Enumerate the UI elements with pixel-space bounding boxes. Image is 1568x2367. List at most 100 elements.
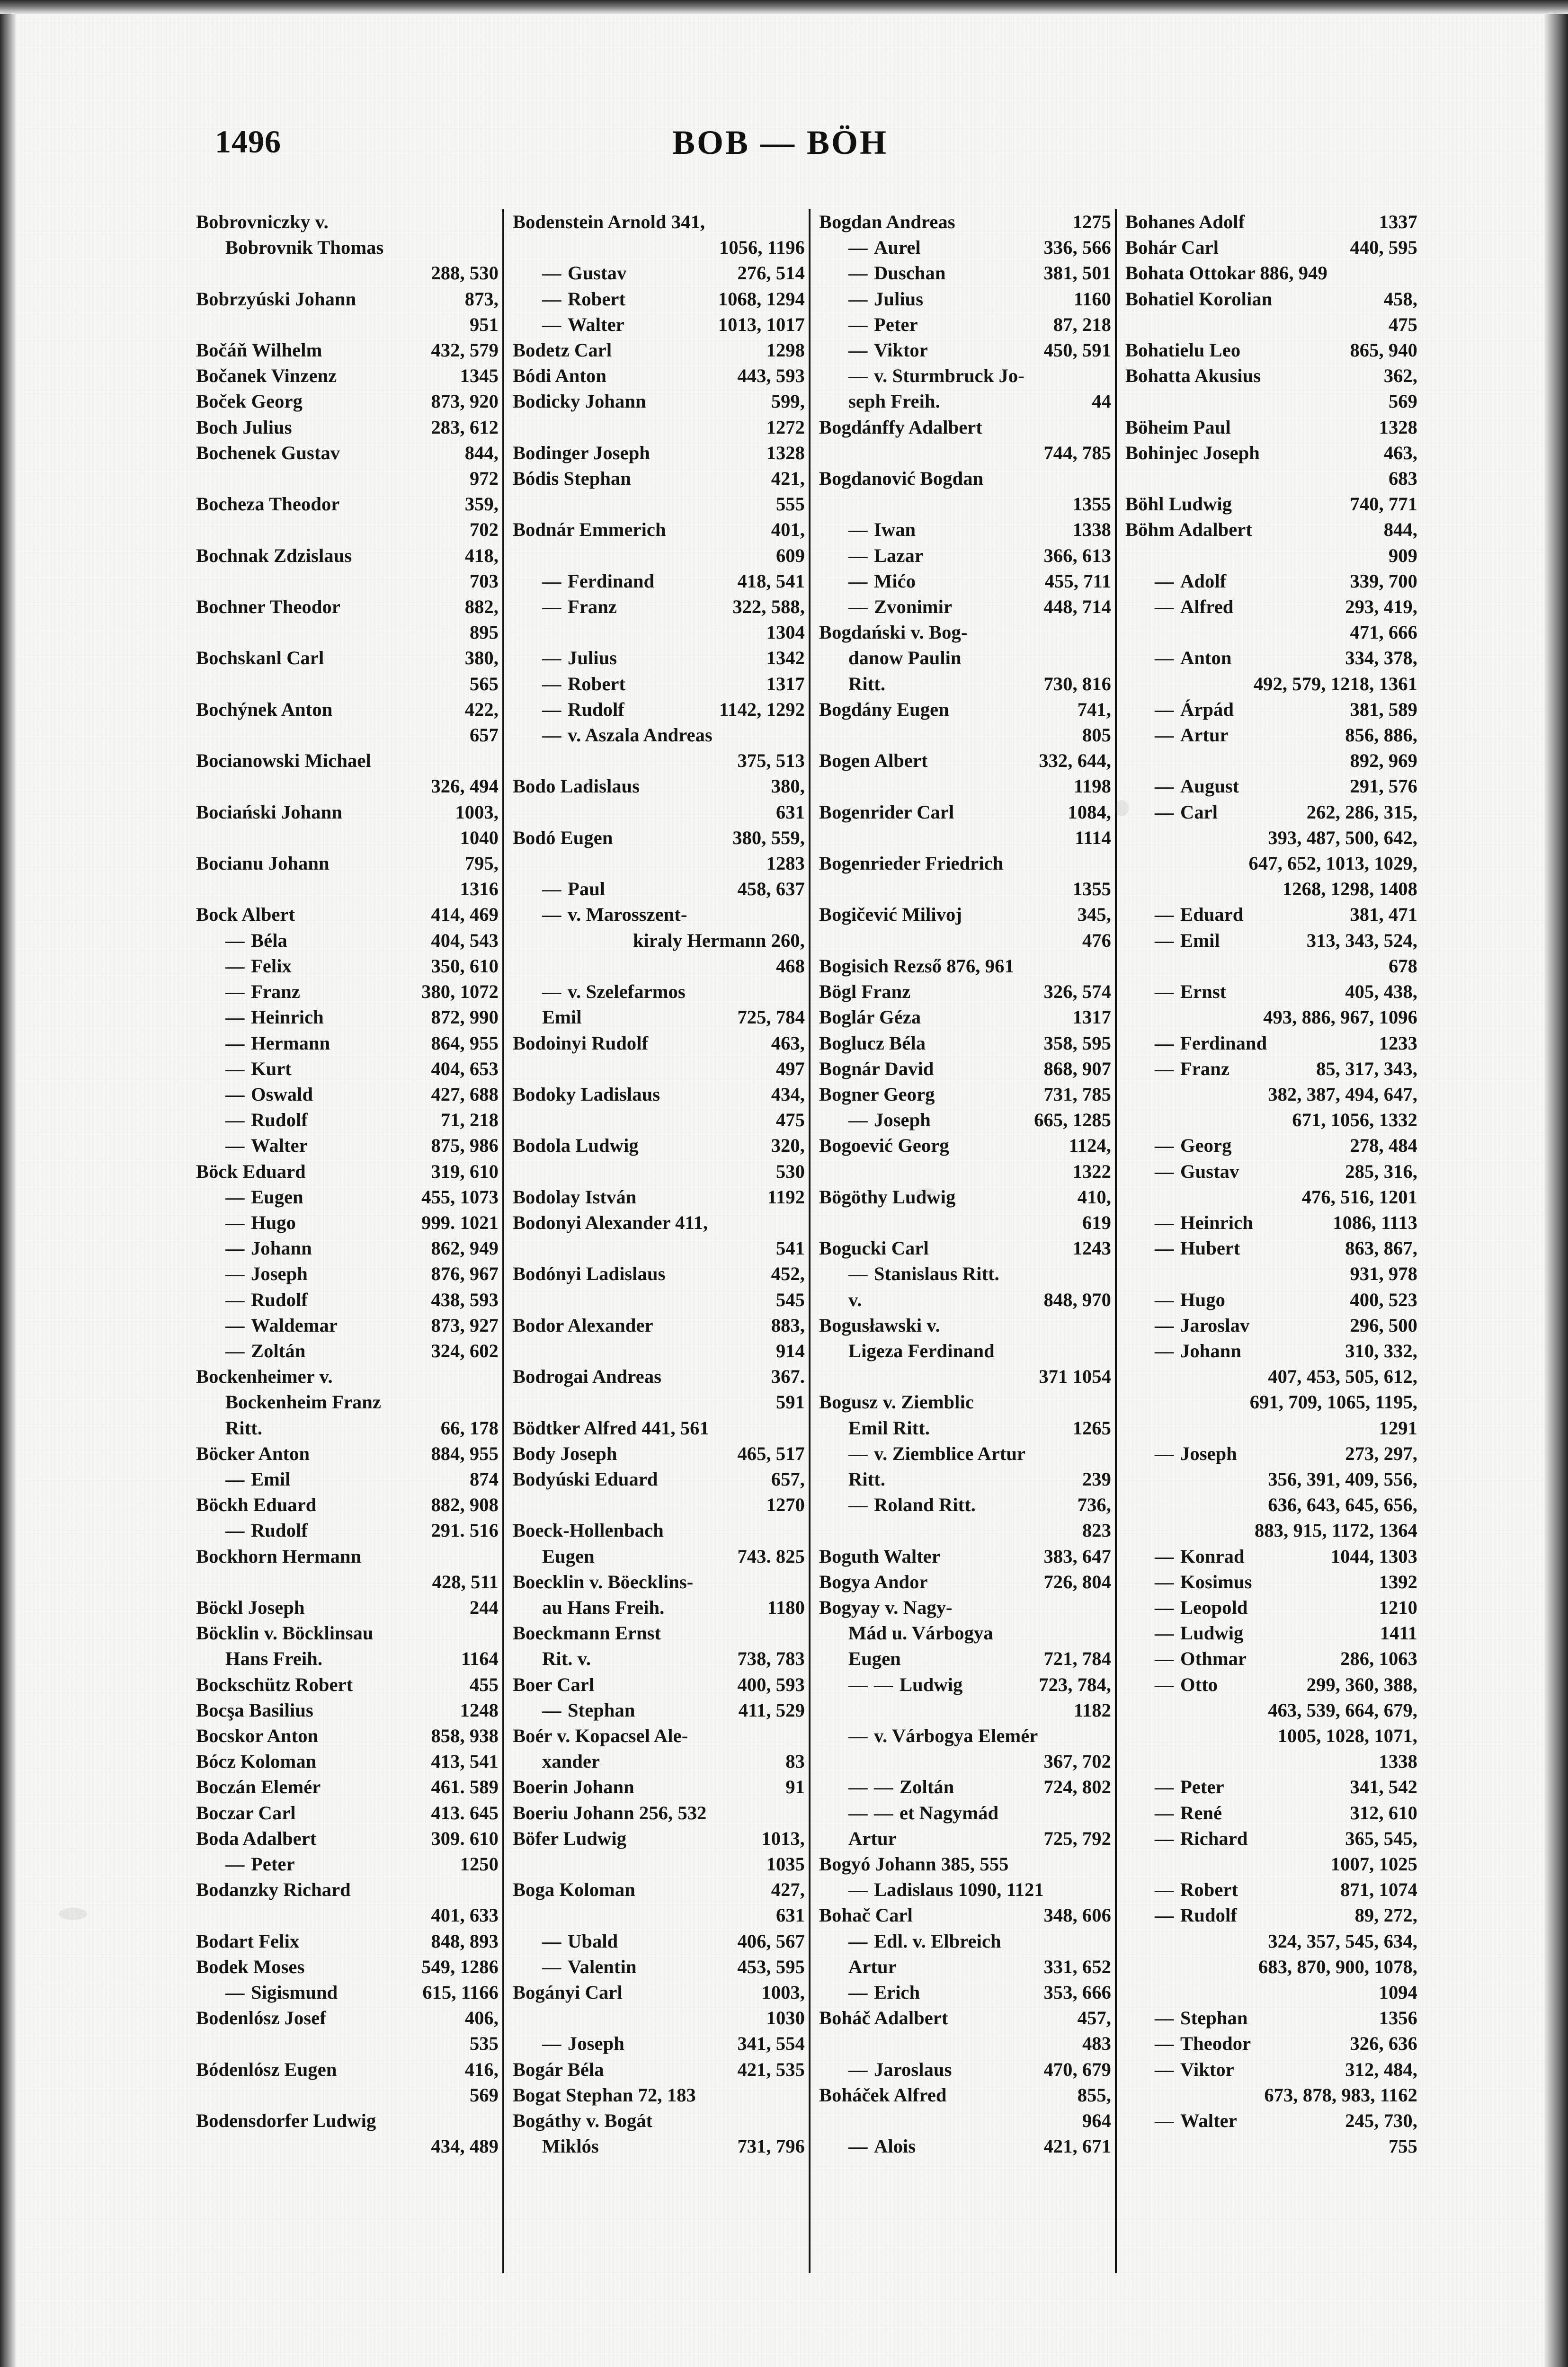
index-subentry: — Artur 856, 886, [1125,722,1417,748]
index-entry: Boguth Walter 383, 647 [819,1544,1111,1569]
index-subentry: — Eugen 455, 1073 [196,1184,499,1210]
entry-continuation-pages: 497 [775,1058,805,1079]
subentry-name: — Hugo [196,1210,296,1236]
index-entry: Bodoinyi Rudolf 463, [513,1031,805,1056]
entry-name: Bogányi Carl [513,1982,623,2003]
entry-page-refs: 345, [1077,904,1111,925]
subentry-name: — Carl [1125,800,1218,825]
page-paper: 1496 BOB — BÖH Bobrovniczky v. Bobrovnik … [16,14,1544,2367]
entry-page-refs: 868, 907 [1043,1058,1111,1079]
entry-continuation-pages: 823 [1082,1520,1111,1541]
entry-continuation-pages: 288, 530 [431,262,499,284]
entry-page-refs: 1124, [1069,1135,1111,1157]
entry-name: Bócz Koloman [196,1751,317,1772]
subentry-name: — Johann [1125,1338,1241,1364]
continuation-page-refs: 738, 783 [737,1648,805,1670]
subentry-name: — Theodor [1125,2031,1251,2056]
index-subentry: — Kosimus 1392 [1125,1569,1417,1595]
index-subentry: — Julius 1160 [819,286,1111,312]
em-dash-icon: — [848,544,868,566]
running-head: 1496 BOB — BÖH [16,123,1544,175]
entry-page-refs: 844, [464,442,499,463]
entry-page-refs: 380, 559, [732,827,805,848]
entry-name: Böckh Eduard [196,1494,317,1516]
entry-continuation-pages: 428, 511 [432,1571,499,1593]
entry-page-refs: 359, [464,493,499,515]
entry-continuation-row: Miklós 731, 796 [513,2134,805,2159]
em-dash-icon: — [542,1956,561,1977]
em-dash-icon: — [874,1776,893,1798]
index-entry: Bockenheimer v. [196,1364,499,1389]
em-dash-icon: — [1155,1904,1174,1926]
index-entry: Böck Eduard 319, 610 [196,1159,499,1184]
em-dash-icon: — [848,1930,868,1952]
continuation-label: Artur [848,1827,897,1849]
index-entry: Bogáthy v. Bogát [513,2108,805,2134]
index-entry: Boda Adalbert 309. 610 [196,1826,499,1851]
index-entry: Bodola Ludwig 320, [513,1133,805,1158]
index-entry: Bobrovniczky v. [196,209,499,235]
subentry-page-refs: 1356 [1379,2007,1417,2029]
em-dash-icon: — [542,288,561,310]
entry-page-refs: 410, [1077,1186,1111,1208]
index-entry: Bogner Georg 731, 785 [819,1082,1111,1107]
index-subentry: — Stephan 411, 529 [513,1698,805,1723]
subsubentry-name: — — Ludwig [819,1672,962,1698]
subentry-page-refs: 322, 588, [732,596,805,618]
subentry-name: — Stephan [513,1698,635,1723]
entry-continuation-pages: 1304 [766,622,805,643]
entry-page-refs: 1337 [1379,211,1417,232]
entry-page-refs: 1003, [455,801,499,823]
subentry-name: — v. Aszala Andreas [513,722,713,748]
index-subentry: — Rudolf 438, 593 [196,1287,499,1313]
entry-name: Bogičević Milivoj [819,904,962,925]
index-subentry: — Joseph 665, 1285 [819,1107,1111,1133]
subentry-name: — Franz [196,979,300,1005]
entry-page-refs: 383, 647 [1043,1545,1111,1567]
entry-continuation-row: Artur 331, 652 [819,1954,1111,1980]
index-entry: Bodoky Ladislaus 434, [513,1082,805,1107]
entry-name: Bodola Ludwig [513,1135,639,1157]
em-dash-icon: — [542,724,561,746]
entry-name: Bochenek Gustav [196,442,340,463]
continuation-page-refs: 83 [785,1751,805,1772]
subentry-name: — Gustav [1125,1159,1239,1184]
em-dash-icon: — [848,1802,868,1824]
entry-continuation-pages: 964 [1082,2110,1111,2132]
em-dash-icon: — [848,1494,868,1516]
subentry-page-refs: 341, 542 [1350,1776,1417,1798]
em-dash-icon: — [225,1520,245,1541]
index-entry: Bodenlósz Josef 406, [196,2005,499,2031]
subentry-name: — Valentin [513,1954,637,1980]
entry-page-refs: 884, 955 [431,1442,499,1464]
index-subentry: — Kurt 404, 653 [196,1056,499,1082]
entry-continuation-name: 407, 453, 505, 612, [1268,1366,1417,1388]
entry-page-refs: 873, 920 [431,391,499,412]
index-subentry: — Rudolf 89, 272, [1125,1903,1417,1928]
entry-name: Böfer Ludwig [513,1827,627,1849]
subentry-page-refs: 1142, 1292 [719,698,805,720]
subentry-page-refs: 1086, 1113 [1333,1211,1417,1233]
index-subentry: — Anton 334, 378, [1125,645,1417,671]
entry-continuation-pages: 657 [469,724,499,746]
subentry-page-refs: 405, 438, [1345,981,1417,1003]
entry-name: Boeck-Hollenbach [513,1520,664,1541]
subentry-name: — Robert [513,671,625,697]
index-entry: Bodenstein Arnold 341, [513,209,805,235]
subentry-page-refs: 427, 688 [431,1083,499,1105]
entry-name: Bogya Andor [819,1571,928,1593]
index-subentry: — Georg 278, 484 [1125,1133,1417,1158]
em-dash-icon: — [848,1879,868,1901]
entry-continuation-pages: 892, 969 [1350,750,1417,772]
subentry-name: — Gustav [513,260,626,286]
index-entry: Bohatiel Korolian 458, [1125,286,1417,312]
index-entry: Bogya Andor 726, 804 [819,1569,1111,1595]
subentry-page-refs: 341, 554 [737,2033,805,2055]
subentry-page-refs: 276, 514 [737,262,805,284]
entry-name: Boeckmann Ernst [513,1622,661,1644]
entry-name: Böckl Joseph [196,1596,305,1618]
index-entry: Bogdány Eugen 741, [819,697,1111,722]
entry-continuation-name: Mád u. Várbogya [848,1622,993,1644]
em-dash-icon: — [1155,1237,1174,1259]
